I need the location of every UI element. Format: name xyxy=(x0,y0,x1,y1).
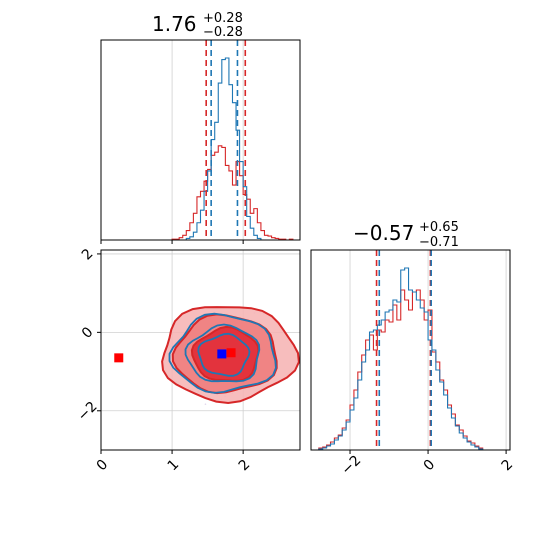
joint-xtick-1-label: 1 xyxy=(165,457,183,475)
blue-contour-2 xyxy=(197,332,251,377)
title-2-median: −0.57 xyxy=(353,221,414,245)
marker-red-1 xyxy=(226,348,236,358)
right-xtick-1-label: 0 xyxy=(421,457,439,475)
right-xtick-0-label: −2 xyxy=(338,452,364,478)
histogram-2-blue xyxy=(318,267,484,450)
title-1-median: 1.76 xyxy=(152,12,197,36)
title-2-minus: −0.71 xyxy=(419,235,459,250)
joint-xtick-2-label: 2 xyxy=(236,457,254,475)
frame-joint xyxy=(100,249,301,451)
joint-ytick-1-label: 0 xyxy=(79,324,97,342)
joint-ytick-0-label: −2 xyxy=(75,399,101,425)
joint-contour-panel xyxy=(101,250,300,450)
histogram-1-blue xyxy=(185,57,262,240)
joint-xtick-0-label: 0 xyxy=(94,457,112,475)
joint-ytick-2-label: 2 xyxy=(79,246,97,264)
title-1-plus: +0.28 xyxy=(203,11,243,26)
scatter-point xyxy=(204,403,207,405)
title-param-2: −0.57 +0.65 −0.71 xyxy=(353,220,459,250)
frame-top xyxy=(100,39,301,241)
frame-right xyxy=(310,249,511,451)
histogram-1-red xyxy=(171,145,300,240)
title-param-1: 1.76 +0.28 −0.28 xyxy=(152,11,243,40)
histogram-panel-param-2 xyxy=(318,250,507,450)
title-2-plus: +0.65 xyxy=(419,220,459,235)
marker-red-0 xyxy=(114,353,124,363)
right-xtick-2-label: 2 xyxy=(499,457,517,475)
blue-contour-1 xyxy=(184,323,261,383)
title-1-minus: −0.28 xyxy=(203,25,243,40)
marker-blue-2 xyxy=(217,349,227,359)
histogram-panel-param-1 xyxy=(101,40,300,240)
blue-contour-0 xyxy=(168,312,277,394)
